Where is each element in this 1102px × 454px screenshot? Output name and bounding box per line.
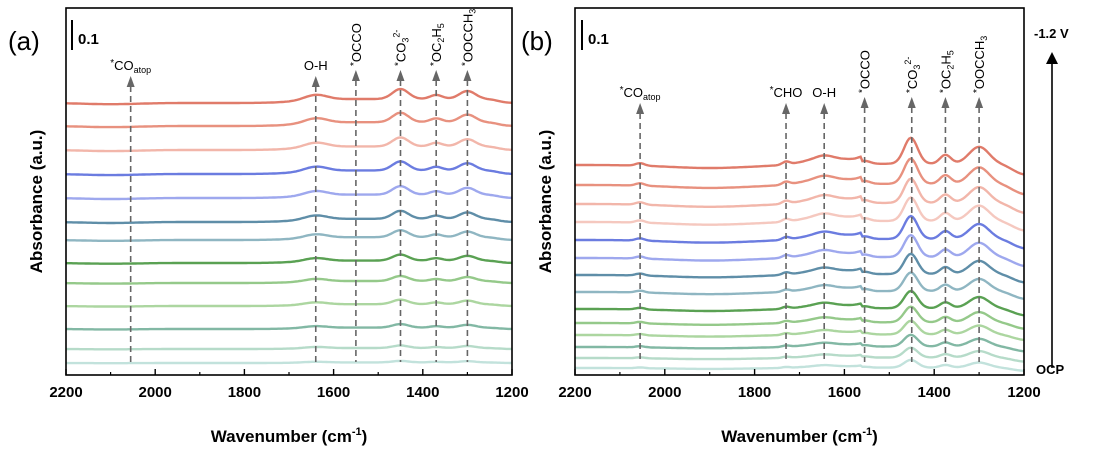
series-line-s6 [575,233,1025,268]
series-line-s3 [66,136,512,153]
x-tick-label: 1800 [738,384,771,401]
potential-top-label: -1.2 V [1034,26,1069,41]
series-line-s13 [575,346,1025,363]
x-axis-title: Wavenumber (cm-1) [211,426,368,446]
series-line-s13 [65,359,512,365]
peak-label: *CO32- [903,57,922,93]
peak-arrow-icon [975,97,984,108]
peak-label: *CHO [770,85,803,100]
x-tick-label: 1400 [406,384,439,401]
peak-arrow-icon [351,70,360,81]
peak-arrow-icon [432,70,441,81]
x-tick-label: 1400 [918,384,951,401]
series-line-s6 [65,209,512,225]
peak-label: *OCCO [349,23,364,66]
series-line-s11 [575,319,1025,342]
x-tick-label: 2000 [648,384,681,401]
y-axis-title: Absorbance (a.u.) [536,130,555,274]
scale-bar-label: 0.1 [588,31,609,48]
x-tick-label: 1200 [1007,384,1040,401]
peak-arrow-icon [126,76,135,87]
x-tick-label: 1800 [228,384,261,401]
x-axis-title: Wavenumber (cm-1) [721,426,878,446]
panel-b: *COatop *CHO O-H *OCCO *CO32- *OC2H5 *OOCCH3 22… [521,7,1069,446]
x-tick-label: 1600 [828,384,861,401]
panel-label: (a) [8,26,40,56]
series-line-s4 [575,196,1025,232]
series-line-s8 [66,253,513,265]
peak-label: O-H [304,58,328,73]
series-line-s8 [575,271,1025,300]
peak-label: *COatop [620,85,661,102]
peak-label: *OCCO [858,50,873,93]
peak-arrow-icon [311,76,320,87]
peak-arrow-icon [782,103,791,114]
panel-a: *COatop O-H *OCCO *CO32- *OC2H5 *OOCCH3 2200 20… [8,7,529,446]
peak-arrow-icon [463,70,472,81]
series-line-s4 [66,160,512,177]
peak-label: *OOCCH3 [972,36,989,93]
peak-arrow-icon [636,103,645,114]
peak-arrow-icon [820,103,829,114]
peak-label: O-H [812,85,836,100]
series-line-s7 [66,229,513,242]
series-line-s5 [575,214,1025,250]
peak-label: *OC2H5 [429,23,446,66]
peak-label: *OOCCH3 [460,9,477,66]
x-tick-label: 2200 [49,384,82,401]
peak-label: *COatop [110,58,151,75]
series-line-s12 [575,333,1025,353]
x-tick-label: 2000 [139,384,172,401]
series-line-s14 [575,358,1025,372]
potential-bottom-label: OCP [1036,362,1065,377]
peak-label: *CO32- [392,30,411,66]
series-line-s10 [65,298,512,308]
x-tick-label: 1600 [317,384,350,401]
up-arrow-icon [1046,52,1058,64]
series-line-s11 [66,322,512,331]
y-axis-title: Absorbance (a.u.) [27,130,46,274]
peak-arrow-icon [907,97,916,108]
series-line-s12 [66,344,513,351]
x-tick-label: 1200 [495,384,528,401]
series-line-s10 [575,305,1025,330]
peak-arrow-icon [941,97,950,108]
series-line-s3 [575,177,1025,214]
series-line-s9 [575,289,1025,317]
scale-bar-label: 0.1 [78,31,99,48]
series-line-s5 [66,185,512,201]
series-line-s1 [575,136,1025,176]
panel-label: (b) [521,26,553,56]
series-line-s1 [66,87,513,106]
peak-label: *OC2H5 [938,50,955,93]
x-tick-label: 2200 [558,384,591,401]
series-line-s2 [66,111,513,129]
series-line-s2 [575,157,1025,196]
peak-arrow-icon [396,70,405,81]
peak-arrow-icon [860,97,869,108]
series-line-s7 [575,252,1025,284]
series-line-s9 [65,274,512,285]
